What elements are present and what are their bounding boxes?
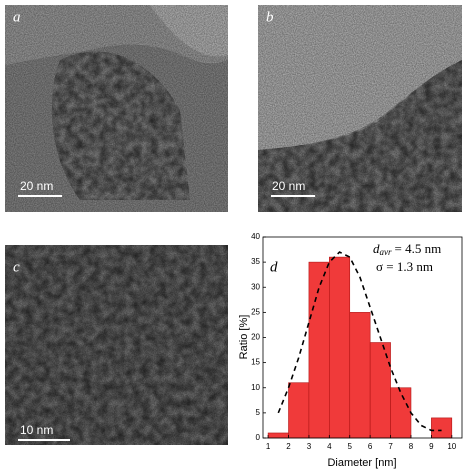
y-axis-label: Ratio [%] bbox=[238, 315, 250, 360]
x-tick-label: 7 bbox=[388, 442, 393, 451]
tem-image-c bbox=[5, 245, 228, 445]
y-tick-label: 5 bbox=[256, 408, 261, 417]
annotation-mean: = 4.5 nm bbox=[395, 241, 442, 256]
fit-curve bbox=[277, 251, 442, 432]
panel-label: a bbox=[13, 9, 21, 25]
x-tick-label: 1 bbox=[266, 442, 271, 451]
x-axis-label: Diameter [nm] bbox=[327, 457, 396, 469]
bar bbox=[288, 382, 310, 439]
annotation-sigma: σ = 1.3 nm bbox=[376, 259, 433, 274]
panel-label: d bbox=[270, 259, 278, 275]
scale-bar-label: 20 nm bbox=[20, 179, 53, 193]
bar bbox=[329, 256, 351, 439]
y-tick-label: 40 bbox=[251, 232, 260, 241]
scale-bar-label: 20 nm bbox=[272, 179, 305, 193]
tem-image-b bbox=[258, 5, 462, 212]
y-tick-label: 20 bbox=[251, 333, 260, 342]
y-tick-label: 35 bbox=[251, 257, 260, 266]
y-tick-label: 30 bbox=[251, 282, 260, 291]
bar bbox=[390, 387, 412, 439]
x-tick-label: 10 bbox=[447, 442, 456, 451]
y-tick-label: 15 bbox=[251, 358, 260, 367]
y-tick-label: 10 bbox=[251, 383, 260, 392]
bar bbox=[431, 417, 453, 439]
panel-label: c bbox=[13, 259, 20, 275]
tem-image-a bbox=[5, 5, 228, 212]
scale-bar-label: 10 nm bbox=[20, 423, 53, 437]
annotation-symbol: d bbox=[373, 241, 380, 256]
x-tick-label: 8 bbox=[409, 442, 414, 451]
y-tick-label: 0 bbox=[256, 433, 261, 442]
x-tick-label: 5 bbox=[348, 442, 353, 451]
y-tick-label: 25 bbox=[251, 307, 260, 316]
bar bbox=[349, 312, 371, 439]
x-tick-label: 2 bbox=[286, 442, 291, 451]
x-tick-label: 4 bbox=[327, 442, 332, 451]
x-tick-label: 3 bbox=[307, 442, 312, 451]
x-tick-label: 6 bbox=[368, 442, 373, 451]
bar bbox=[267, 432, 289, 439]
panel-label: b bbox=[266, 9, 274, 25]
x-tick-label: 9 bbox=[429, 442, 434, 451]
annotation: davr = 4.5 nm bbox=[373, 241, 441, 257]
annotation-subscript: avr bbox=[380, 247, 392, 257]
